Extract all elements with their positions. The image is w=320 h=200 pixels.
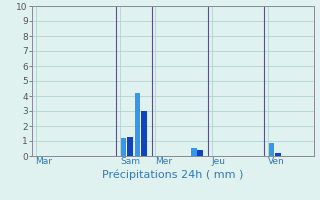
Bar — [268, 142, 274, 156]
Bar — [135, 93, 140, 156]
X-axis label: Précipitations 24h ( mm ): Précipitations 24h ( mm ) — [102, 169, 244, 180]
Bar — [275, 153, 281, 156]
Bar — [197, 150, 203, 156]
Bar — [141, 111, 147, 156]
Bar — [191, 148, 197, 156]
Bar — [127, 137, 133, 156]
Bar — [121, 138, 126, 156]
